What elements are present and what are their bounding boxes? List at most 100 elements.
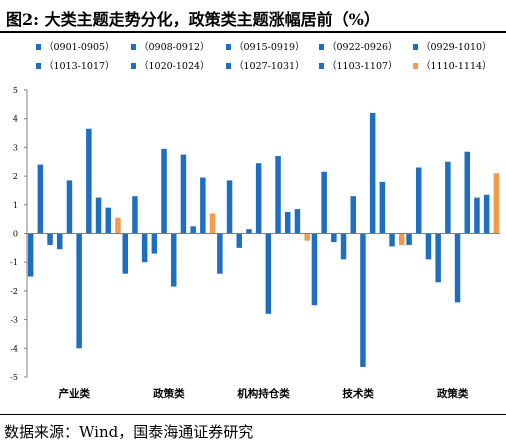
- bar: [425, 233, 432, 260]
- x-tick-label: 机构持仓类: [237, 387, 290, 400]
- bar: [321, 171, 327, 234]
- legend-label: （1020-1024）: [139, 60, 210, 72]
- legend-item: （0908-0912）: [131, 41, 210, 53]
- bar: [445, 161, 451, 234]
- bar: [47, 233, 53, 245]
- legend-label: （1013-1017）: [44, 60, 115, 72]
- legend-label: （0915-0919）: [234, 41, 305, 53]
- bars: [27, 112, 500, 367]
- legend-item: （1020-1024）: [131, 60, 210, 72]
- legend-item: （0929-1010）: [413, 41, 492, 53]
- bar: [474, 197, 480, 234]
- bar: [483, 194, 490, 234]
- bar: [57, 233, 63, 250]
- bar: [493, 173, 500, 234]
- bar: [209, 213, 216, 234]
- bar-chart: （0901-0905） （0908-0912） （0915-0919） （0922-0…: [10, 41, 500, 400]
- legend-swatch: [319, 44, 324, 50]
- y-tick-label: -4: [10, 344, 18, 353]
- bar: [95, 197, 102, 234]
- legend-swatch: [319, 63, 324, 69]
- bar: [246, 229, 252, 234]
- y-tick-label: -1: [10, 258, 18, 267]
- bar: [27, 233, 34, 277]
- bar: [66, 180, 73, 234]
- bar: [416, 167, 422, 234]
- y-tick-label: 4: [13, 115, 18, 124]
- legend-item: （1013-1017）: [36, 60, 115, 72]
- x-tick-label: 政策类: [437, 387, 469, 400]
- y-tick-label: 0: [13, 230, 18, 239]
- footer-divider: [0, 414, 506, 415]
- bar: [200, 177, 206, 234]
- y-tick-label: -5: [10, 373, 18, 382]
- bar: [86, 128, 92, 234]
- legend-swatch: [413, 44, 418, 50]
- legend-label: （0908-0912）: [139, 41, 210, 53]
- legend-item: （0922-0926）: [319, 41, 398, 53]
- x-tick-label: 政策类: [153, 387, 185, 400]
- legend-swatch: [131, 44, 136, 50]
- legend-swatch: [413, 63, 418, 69]
- y-tick-label: -2: [10, 287, 18, 296]
- legend-item: （1027-1031）: [226, 60, 305, 72]
- bar: [190, 226, 196, 234]
- legend-label: （0922-0926）: [327, 41, 398, 53]
- bar: [399, 233, 405, 245]
- bar: [285, 211, 291, 234]
- x-tick-label: 技术类: [342, 387, 374, 400]
- chart-title: 图2: 大类主题走势分化，政策类主题涨幅居前（%）: [6, 10, 380, 29]
- legend-item: （0901-0905）: [36, 41, 115, 53]
- source-note: 数据来源：Wind，国泰海通证券研究: [4, 423, 254, 441]
- legend-item: （0915-0919）: [226, 41, 305, 53]
- bar: [161, 148, 167, 234]
- bar: [151, 233, 158, 254]
- bar: [304, 233, 310, 241]
- bar: [180, 154, 187, 234]
- legend-label: （1110-1114）: [421, 60, 492, 72]
- bar: [115, 217, 121, 234]
- bar: [340, 233, 347, 260]
- y-tick-label: 5: [13, 86, 18, 95]
- bar: [217, 233, 223, 274]
- bar: [454, 233, 461, 303]
- legend-swatch: [226, 44, 231, 50]
- bar: [311, 233, 318, 306]
- y-axis: -5 -4 -3 -2 -1 0 1 2 3 4 5: [10, 86, 28, 382]
- bar: [236, 233, 242, 248]
- y-tick-label: 1: [13, 201, 18, 210]
- bar: [350, 196, 356, 234]
- bar: [255, 163, 262, 234]
- bar: [379, 181, 386, 234]
- bar: [435, 233, 441, 283]
- legend-item: （1110-1114）: [413, 60, 492, 72]
- bar: [76, 233, 82, 349]
- legend-swatch: [36, 63, 41, 69]
- bar: [360, 233, 366, 367]
- bar: [331, 233, 337, 243]
- bar: [226, 180, 233, 234]
- y-tick-label: 3: [13, 143, 18, 152]
- bar: [122, 233, 128, 274]
- bar: [294, 209, 301, 234]
- bar: [141, 233, 148, 263]
- bar: [464, 151, 470, 234]
- legend-label: （0901-0905）: [44, 41, 115, 53]
- legend-label: （1103-1107）: [327, 60, 398, 72]
- bar: [369, 112, 376, 234]
- bar: [275, 156, 281, 234]
- bar: [105, 207, 111, 234]
- legend-item: （1103-1107）: [319, 60, 398, 72]
- x-tick-label: 产业类: [59, 387, 91, 400]
- legend-swatch: [131, 63, 136, 69]
- legend-label: （1027-1031）: [234, 60, 305, 72]
- y-tick-label: 2: [13, 172, 18, 181]
- bar: [171, 233, 177, 287]
- bar: [406, 233, 412, 245]
- bar: [132, 196, 138, 234]
- x-axis: 产业类 政策类 机构持仓类 技术类 政策类: [27, 233, 500, 400]
- bar: [265, 233, 272, 314]
- legend: （0901-0905） （0908-0912） （0915-0919） （0922-0…: [36, 41, 492, 72]
- title-divider: [0, 31, 506, 33]
- y-tick-label: -3: [10, 316, 18, 325]
